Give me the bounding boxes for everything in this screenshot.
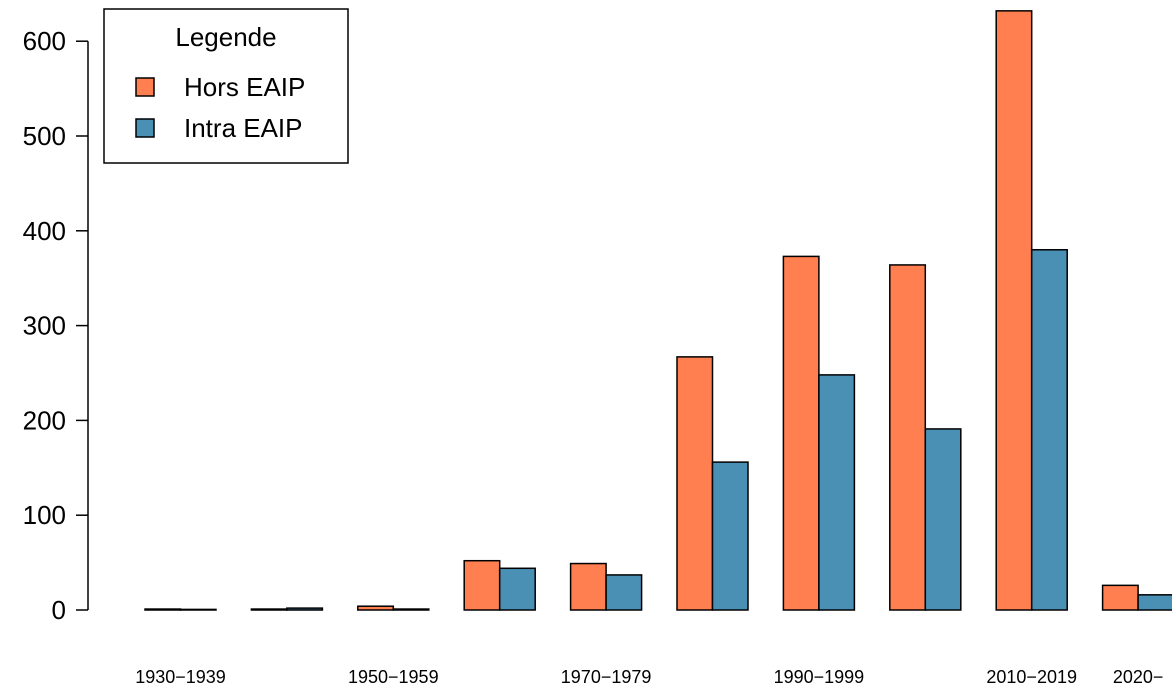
y-tick-label: 200 (23, 405, 66, 435)
bar-hors-eaip (357, 605, 395, 611)
legend-label-hors-eaip: Hors EAIP (184, 72, 305, 102)
y-tick-label: 300 (23, 311, 66, 341)
bar-intra-eaip (498, 567, 536, 611)
bar-intra-eaip (179, 608, 217, 611)
x-tick-label: 2020− (1113, 667, 1164, 687)
bars (144, 10, 1172, 611)
legend: Legende Hors EAIP Intra EAIP (103, 8, 349, 164)
bar-hors-eaip (250, 608, 288, 611)
y-axis: 0 100 200 300 400 500 600 (23, 26, 89, 625)
legend-swatch-intra-eaip (135, 118, 155, 138)
bar-hors-eaip (782, 255, 820, 611)
bar-intra-eaip (286, 607, 324, 611)
y-tick-label: 100 (23, 500, 66, 530)
bar-hors-eaip (463, 559, 501, 611)
bar-hors-eaip (1101, 584, 1139, 611)
bar-hors-eaip (995, 10, 1033, 611)
bar-intra-eaip (818, 374, 856, 611)
bar-hors-eaip (144, 608, 182, 611)
legend-swatch-hors-eaip (135, 77, 155, 97)
y-tick-label: 600 (23, 26, 66, 56)
bar-hors-eaip (676, 356, 714, 611)
legend-label-intra-eaip: Intra EAIP (184, 113, 303, 143)
bar-hors-eaip (889, 264, 927, 611)
bar-intra-eaip (605, 574, 643, 611)
bar-intra-eaip (392, 608, 430, 611)
x-tick-label: 2010−2019 (986, 667, 1077, 687)
y-tick-label: 0 (52, 595, 66, 625)
x-tick-label: 1990−1999 (774, 667, 865, 687)
bar-intra-eaip (711, 461, 749, 611)
y-tick-label: 500 (23, 121, 66, 151)
y-tick-label: 400 (23, 216, 66, 246)
x-axis-labels: 1930−1939 1950−1959 1970−1979 1990−1999 2010… (135, 667, 1163, 687)
legend-title: Legende (175, 22, 276, 52)
bar-intra-eaip (1030, 249, 1068, 611)
x-tick-label: 1950−1959 (348, 667, 439, 687)
x-tick-label: 1930−1939 (135, 667, 226, 687)
x-tick-label: 1970−1979 (561, 667, 652, 687)
bar-intra-eaip (1137, 594, 1172, 611)
bar-intra-eaip (924, 428, 962, 611)
bar-hors-eaip (569, 562, 607, 611)
